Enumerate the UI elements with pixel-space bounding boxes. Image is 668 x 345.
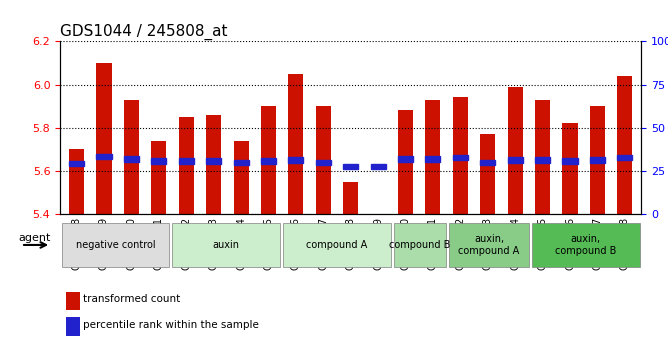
Bar [261,106,276,214]
Bar [178,158,194,164]
Bar [343,164,358,169]
Bar [234,159,248,165]
Bar [316,159,331,165]
Text: compound A: compound A [306,240,367,250]
Bar [453,98,468,214]
Bar [206,158,221,164]
Bar [124,100,139,214]
Bar [234,141,248,214]
Bar [508,157,523,162]
Text: compound B: compound B [389,240,451,250]
Bar [453,155,468,160]
Bar [426,156,440,161]
Bar [508,87,523,214]
Text: auxin,
compound A: auxin, compound A [458,234,520,256]
Bar [261,158,276,164]
Bar [124,156,139,161]
FancyBboxPatch shape [393,223,446,267]
Bar [69,149,84,214]
Bar [535,100,550,214]
Bar [343,181,358,214]
Bar [69,161,84,166]
Bar [178,117,194,214]
Bar [480,134,495,214]
Bar [371,164,385,169]
FancyBboxPatch shape [61,223,170,267]
FancyBboxPatch shape [172,223,280,267]
Bar [617,76,633,214]
Bar [96,63,112,214]
Bar [316,106,331,214]
FancyBboxPatch shape [449,223,529,267]
Bar [206,115,221,214]
Bar [535,157,550,162]
Text: transformed count: transformed count [84,294,180,304]
Bar [480,159,495,165]
Bar [590,157,605,162]
Bar [371,214,385,253]
Bar [562,158,578,164]
Text: auxin,
compound B: auxin, compound B [555,234,617,256]
Bar [617,155,633,160]
Bar [151,141,166,214]
Bar [426,100,440,214]
FancyBboxPatch shape [532,223,640,267]
Bar [289,74,303,214]
Bar [151,158,166,164]
Text: percentile rank within the sample: percentile rank within the sample [84,320,259,330]
Bar [398,156,413,161]
Bar [66,292,80,310]
Text: agent: agent [18,233,50,243]
FancyBboxPatch shape [283,223,391,267]
Bar [590,106,605,214]
Bar [66,317,80,335]
Bar [96,154,112,159]
Text: negative control: negative control [75,240,155,250]
Text: GDS1044 / 245808_at: GDS1044 / 245808_at [60,24,228,40]
Bar [562,124,578,214]
Bar [398,110,413,214]
Text: auxin: auxin [212,240,240,250]
Bar [289,157,303,162]
